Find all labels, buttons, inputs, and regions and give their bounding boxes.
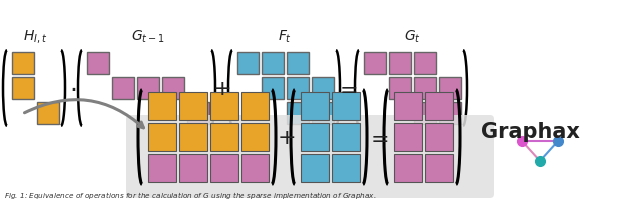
Bar bbox=[394, 93, 422, 120]
Bar bbox=[394, 154, 422, 182]
Bar bbox=[287, 102, 309, 124]
Text: $=$: $=$ bbox=[365, 127, 388, 147]
Bar bbox=[237, 53, 259, 75]
Bar bbox=[301, 123, 329, 151]
Bar bbox=[332, 154, 360, 182]
Text: $=$: $=$ bbox=[335, 79, 357, 99]
Bar bbox=[148, 93, 176, 120]
Bar bbox=[12, 78, 34, 100]
Bar bbox=[179, 123, 207, 151]
Bar bbox=[187, 102, 209, 124]
Bar bbox=[414, 53, 436, 75]
Text: $G_{t-1}$: $G_{t-1}$ bbox=[131, 29, 165, 45]
Bar bbox=[262, 53, 284, 75]
Text: $\cdot$: $\cdot$ bbox=[69, 77, 77, 101]
Bar bbox=[439, 78, 461, 100]
Bar bbox=[241, 123, 269, 151]
Bar bbox=[301, 154, 329, 182]
Bar bbox=[425, 123, 453, 151]
Bar bbox=[364, 53, 386, 75]
Text: $+$: $+$ bbox=[212, 79, 230, 99]
Bar bbox=[162, 78, 184, 100]
Bar bbox=[287, 78, 309, 100]
Bar bbox=[301, 93, 329, 120]
Bar bbox=[312, 78, 334, 100]
Text: $F_t$: $F_t$ bbox=[278, 29, 292, 45]
Bar bbox=[287, 53, 309, 75]
Bar bbox=[241, 93, 269, 120]
Bar bbox=[389, 78, 411, 100]
Bar bbox=[37, 102, 59, 124]
Bar bbox=[312, 102, 334, 124]
Bar bbox=[332, 123, 360, 151]
Bar bbox=[179, 93, 207, 120]
Bar bbox=[394, 123, 422, 151]
Bar bbox=[425, 93, 453, 120]
Bar bbox=[137, 78, 159, 100]
Bar bbox=[241, 154, 269, 182]
Bar bbox=[12, 53, 34, 75]
Bar bbox=[262, 78, 284, 100]
Bar bbox=[148, 123, 176, 151]
Bar bbox=[210, 154, 238, 182]
Text: Graphax: Graphax bbox=[481, 121, 579, 141]
Text: $G_t$: $G_t$ bbox=[404, 29, 421, 45]
Bar bbox=[414, 102, 436, 124]
Text: $+$: $+$ bbox=[277, 127, 295, 147]
Bar bbox=[148, 154, 176, 182]
Bar bbox=[389, 53, 411, 75]
Bar bbox=[414, 78, 436, 100]
Bar bbox=[425, 154, 453, 182]
Text: $H_{I,t}$: $H_{I,t}$ bbox=[23, 28, 48, 45]
Bar bbox=[332, 93, 360, 120]
FancyBboxPatch shape bbox=[126, 115, 494, 198]
Bar bbox=[210, 123, 238, 151]
Bar bbox=[439, 102, 461, 124]
Bar bbox=[112, 78, 134, 100]
Text: Fig. 1: Equivalence of operations for the calculation of $G$ using the sparse im: Fig. 1: Equivalence of operations for th… bbox=[4, 189, 376, 200]
Bar bbox=[87, 53, 109, 75]
Bar bbox=[179, 154, 207, 182]
Bar bbox=[210, 93, 238, 120]
